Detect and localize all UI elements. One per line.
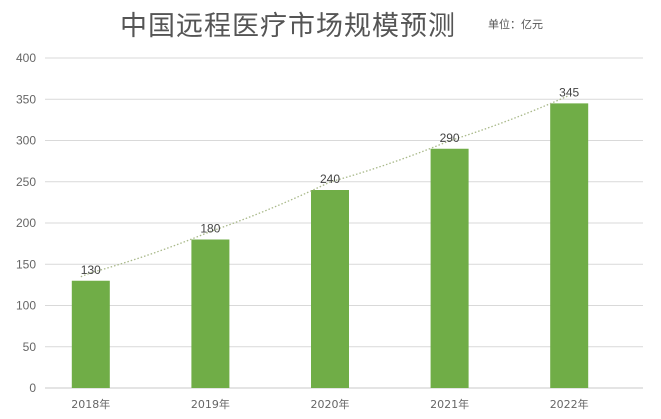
data-label: 180 xyxy=(200,222,220,236)
y-tick-label: 200 xyxy=(16,216,36,230)
bar xyxy=(191,239,230,388)
bar xyxy=(311,190,349,388)
y-tick-label: 100 xyxy=(16,299,36,313)
x-tick-label: 2018年 xyxy=(71,397,110,411)
y-tick-label: 250 xyxy=(16,175,36,189)
y-tick-label: 150 xyxy=(16,257,36,271)
trendline xyxy=(80,94,570,278)
y-axis: 0 50 100 150 200 250 300 350 400 xyxy=(16,51,36,395)
data-label: 130 xyxy=(81,263,101,277)
x-tick-label: 2020年 xyxy=(311,397,350,411)
data-labels: 130 180 240 290 345 xyxy=(81,85,580,276)
x-tick-label: 2022年 xyxy=(550,397,589,411)
data-label: 290 xyxy=(440,131,460,145)
bar xyxy=(550,103,589,388)
y-tick-label: 400 xyxy=(16,51,36,65)
x-tick-label: 2021年 xyxy=(430,397,469,411)
y-tick-label: 350 xyxy=(16,92,36,106)
bar xyxy=(71,280,110,388)
chart-title: 中国远程医疗市场规模预测 xyxy=(120,11,456,42)
bar xyxy=(430,148,469,388)
x-axis: 2018年 2019年 2020年 2021年 2022年 xyxy=(71,397,588,411)
unit-label: 单位：亿元 xyxy=(488,18,543,31)
y-tick-label: 0 xyxy=(29,381,36,395)
data-label: 345 xyxy=(559,85,579,99)
bars xyxy=(71,103,589,388)
data-label: 240 xyxy=(320,172,340,186)
x-tick-label: 2019年 xyxy=(191,397,230,411)
y-tick-label: 300 xyxy=(16,134,36,148)
y-tick-label: 50 xyxy=(23,340,37,354)
